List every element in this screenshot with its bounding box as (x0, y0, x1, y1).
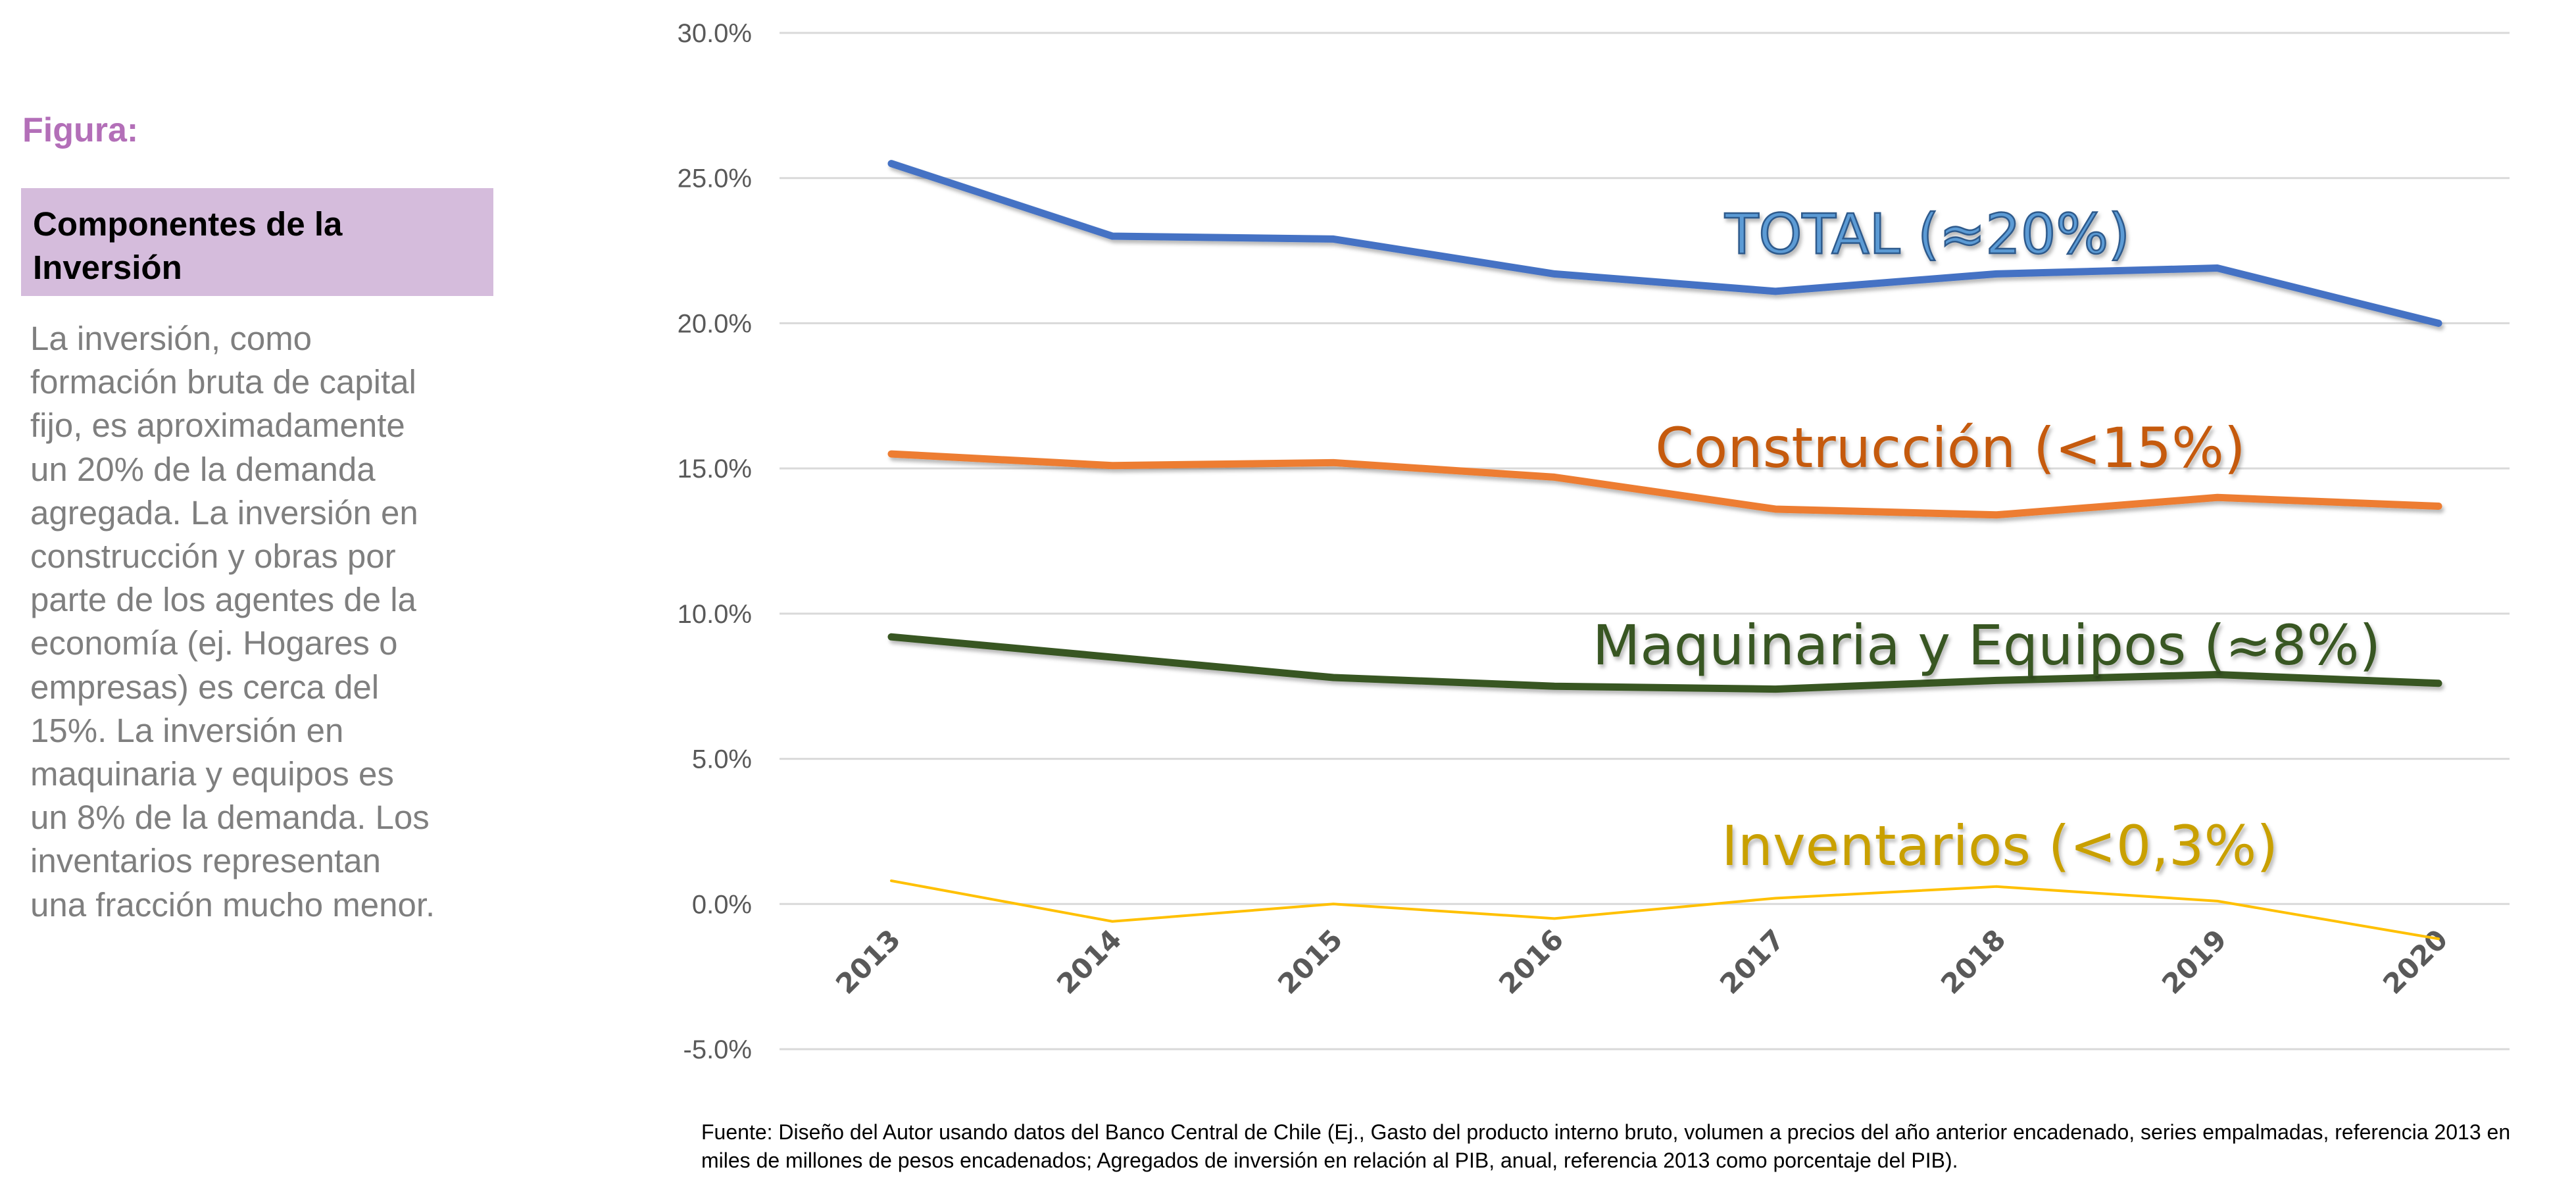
data-point (1554, 273, 1555, 275)
data-point (2217, 674, 2218, 676)
x-tick-label: 2013 (830, 923, 906, 1000)
description-line: parte de los agentes de la (30, 581, 416, 619)
line-chart: -5.0% 0.0% 5.0% 10.0% 15.0% 20.0% 25.0% 30.0% 2… (678, 19, 2510, 1064)
data-point (891, 636, 892, 638)
heading-line: Componentes de la (33, 205, 343, 243)
description-line: 15%. La inversión en (30, 711, 344, 749)
data-point (891, 453, 892, 455)
heading-box: Componentes de la Inversión (21, 188, 493, 296)
data-point (1554, 918, 1555, 920)
description-line: fijo, es aproximadamente (30, 407, 405, 445)
data-point (1112, 464, 1113, 466)
data-point (2217, 900, 2218, 902)
data-point (1996, 514, 1997, 516)
data-point (1775, 290, 1776, 292)
y-tick-label: 0.0% (692, 890, 752, 919)
description-line: agregada. La inversión en (30, 493, 418, 531)
description-line: economía (ej. Hogares o (30, 624, 398, 662)
series-label: TOTAL (≈20%) (1724, 202, 2130, 266)
y-tick-label: 20.0% (678, 309, 752, 338)
data-point (1775, 688, 1776, 690)
data-point (1112, 235, 1113, 237)
series-line (887, 633, 2442, 693)
heading-line: Inversión (33, 249, 182, 286)
data-point (1996, 885, 1997, 887)
y-tick-label: 30.0% (678, 19, 752, 48)
description-line: maquinaria y equipos es (30, 755, 394, 793)
data-point (891, 162, 892, 164)
description-line: formación bruta de capital (30, 363, 416, 401)
data-point (1554, 476, 1555, 478)
source-note: Fuente: Diseño del Autor usando datos de… (701, 1120, 2511, 1172)
series-line (890, 879, 2440, 941)
data-point (891, 879, 892, 881)
data-point (2438, 322, 2439, 324)
x-tick-label: 2019 (2156, 923, 2233, 1000)
data-point (1112, 920, 1113, 922)
data-point (2438, 505, 2439, 507)
x-tick-label: 2018 (1935, 923, 2012, 1000)
x-tick-label: 2017 (1714, 923, 1791, 1000)
description-line: construcción y obras por (30, 537, 396, 576)
y-tick-label: 15.0% (678, 455, 752, 483)
description-line: La inversión, como (30, 320, 312, 357)
data-point (1775, 508, 1776, 510)
data-point (1112, 656, 1113, 658)
x-tick-label: 2016 (1493, 923, 1570, 1000)
y-tick-label: -5.0% (683, 1035, 753, 1064)
description-line: una fracción mucho menor. (30, 885, 435, 924)
description-line: un 8% de la demanda. Los (30, 799, 430, 837)
data-point (1996, 679, 1997, 681)
x-tick-label: 2014 (1051, 923, 1127, 1000)
y-tick-label: 25.0% (678, 164, 752, 193)
series-label: Inventarios (<0,3%) (1721, 814, 2278, 878)
series-line (887, 160, 2442, 327)
description-line: inventarios representan (30, 842, 381, 880)
series-label: Maquinaria y Equipos (≈8%) (1593, 613, 2381, 678)
data-point (1333, 903, 1334, 905)
series-line (887, 450, 2442, 519)
data-point (1554, 685, 1555, 687)
y-tick-label: 5.0% (692, 745, 752, 774)
data-point (2217, 497, 2218, 499)
description-line: empresas) es cerca del (30, 668, 380, 706)
description: La inversión, como formación bruta de cap… (30, 317, 491, 927)
data-point (1333, 676, 1334, 678)
x-tick-label: 2015 (1272, 923, 1349, 1000)
y-tick-label: 10.0% (678, 600, 752, 629)
data-point (2438, 938, 2439, 940)
data-point (1775, 897, 1776, 899)
series-label: Construcción (<15%) (1655, 416, 2245, 480)
description-line: un 20% de la demanda (30, 450, 376, 488)
data-point (1996, 273, 1997, 275)
data-point (2438, 682, 2439, 684)
figura-label: Figura: (22, 111, 139, 149)
data-point (2217, 267, 2218, 269)
data-point (1333, 238, 1334, 240)
data-point (1333, 462, 1334, 464)
